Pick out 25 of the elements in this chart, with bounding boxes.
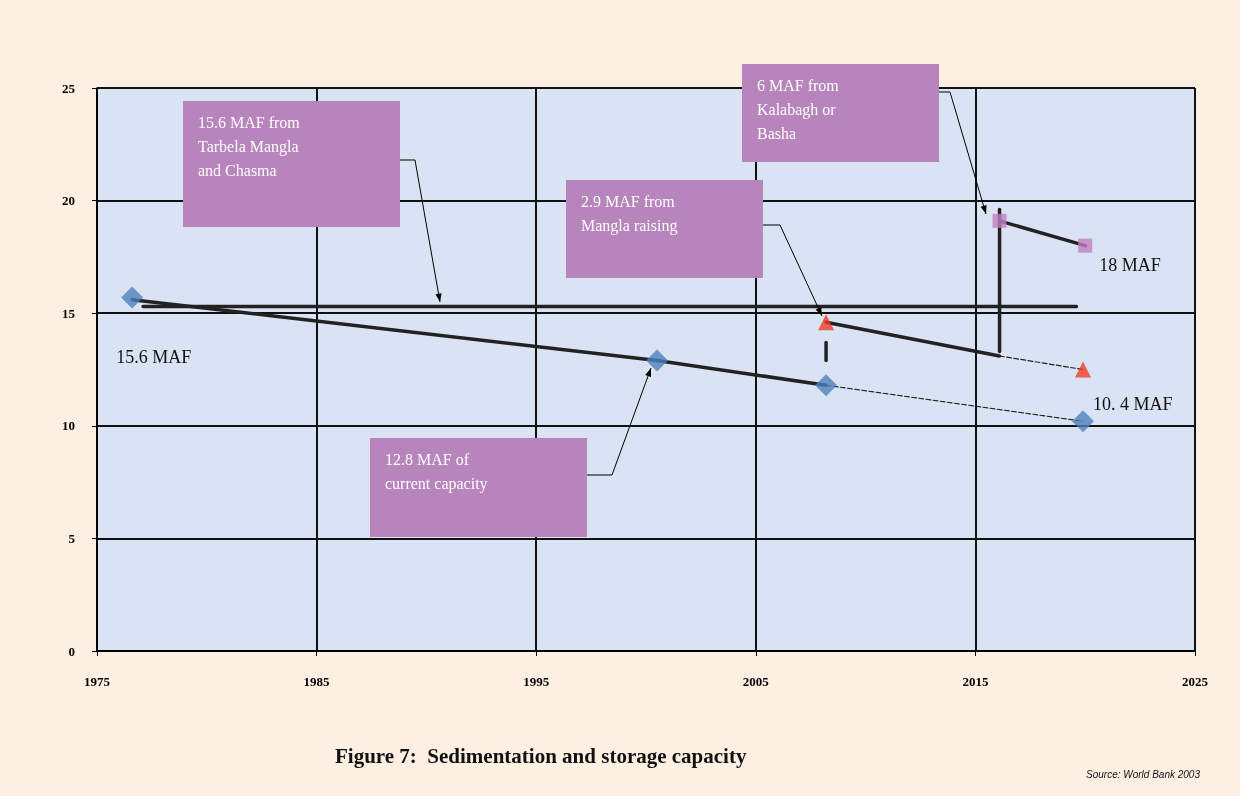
note-box: 2.9 MAF from Mangla raising	[566, 180, 763, 278]
annotation: 2.9 MAF from Mangla raising	[581, 192, 679, 237]
annotation: 6 MAF from Kalabagh or Basha	[757, 76, 840, 144]
source-note: Source: World Bank 2003	[1086, 769, 1200, 780]
y-tick-label: 0	[68, 643, 75, 659]
annotation: 15.6 MAF from Tarbela Mangla and Chasma	[198, 113, 301, 181]
x-tick-label: 1995	[523, 674, 550, 689]
annotation: 10. 4 MAF	[1093, 394, 1173, 416]
text: Figure 7: Sedimentation and storage capacity	[335, 743, 747, 768]
y-tick-label: 5	[68, 530, 76, 546]
x-tick-label: 1985	[303, 674, 331, 689]
annotation: 15.6 MAF	[116, 347, 192, 369]
y-tick-label: 10	[62, 418, 75, 434]
x-tick-label: 2015	[962, 674, 989, 689]
x-tick-label: 2005	[742, 674, 770, 689]
y-tick-label: 20	[62, 193, 75, 209]
annotation: 18 MAF	[1099, 254, 1161, 276]
x-tick-label: 2025	[1182, 674, 1209, 689]
annotation: 12.8 MAF of current capacity	[385, 450, 489, 495]
note-box: 12.8 MAF of current capacity	[370, 438, 587, 537]
y-tick-label: 25	[62, 80, 76, 96]
y-tick-label: 15	[62, 305, 76, 321]
note-box: 6 MAF from Kalabagh or Basha	[742, 64, 939, 162]
note-box: 15.6 MAF from Tarbela Mangla and Chasma	[183, 101, 400, 227]
x-tick-label: 1975	[84, 674, 111, 689]
